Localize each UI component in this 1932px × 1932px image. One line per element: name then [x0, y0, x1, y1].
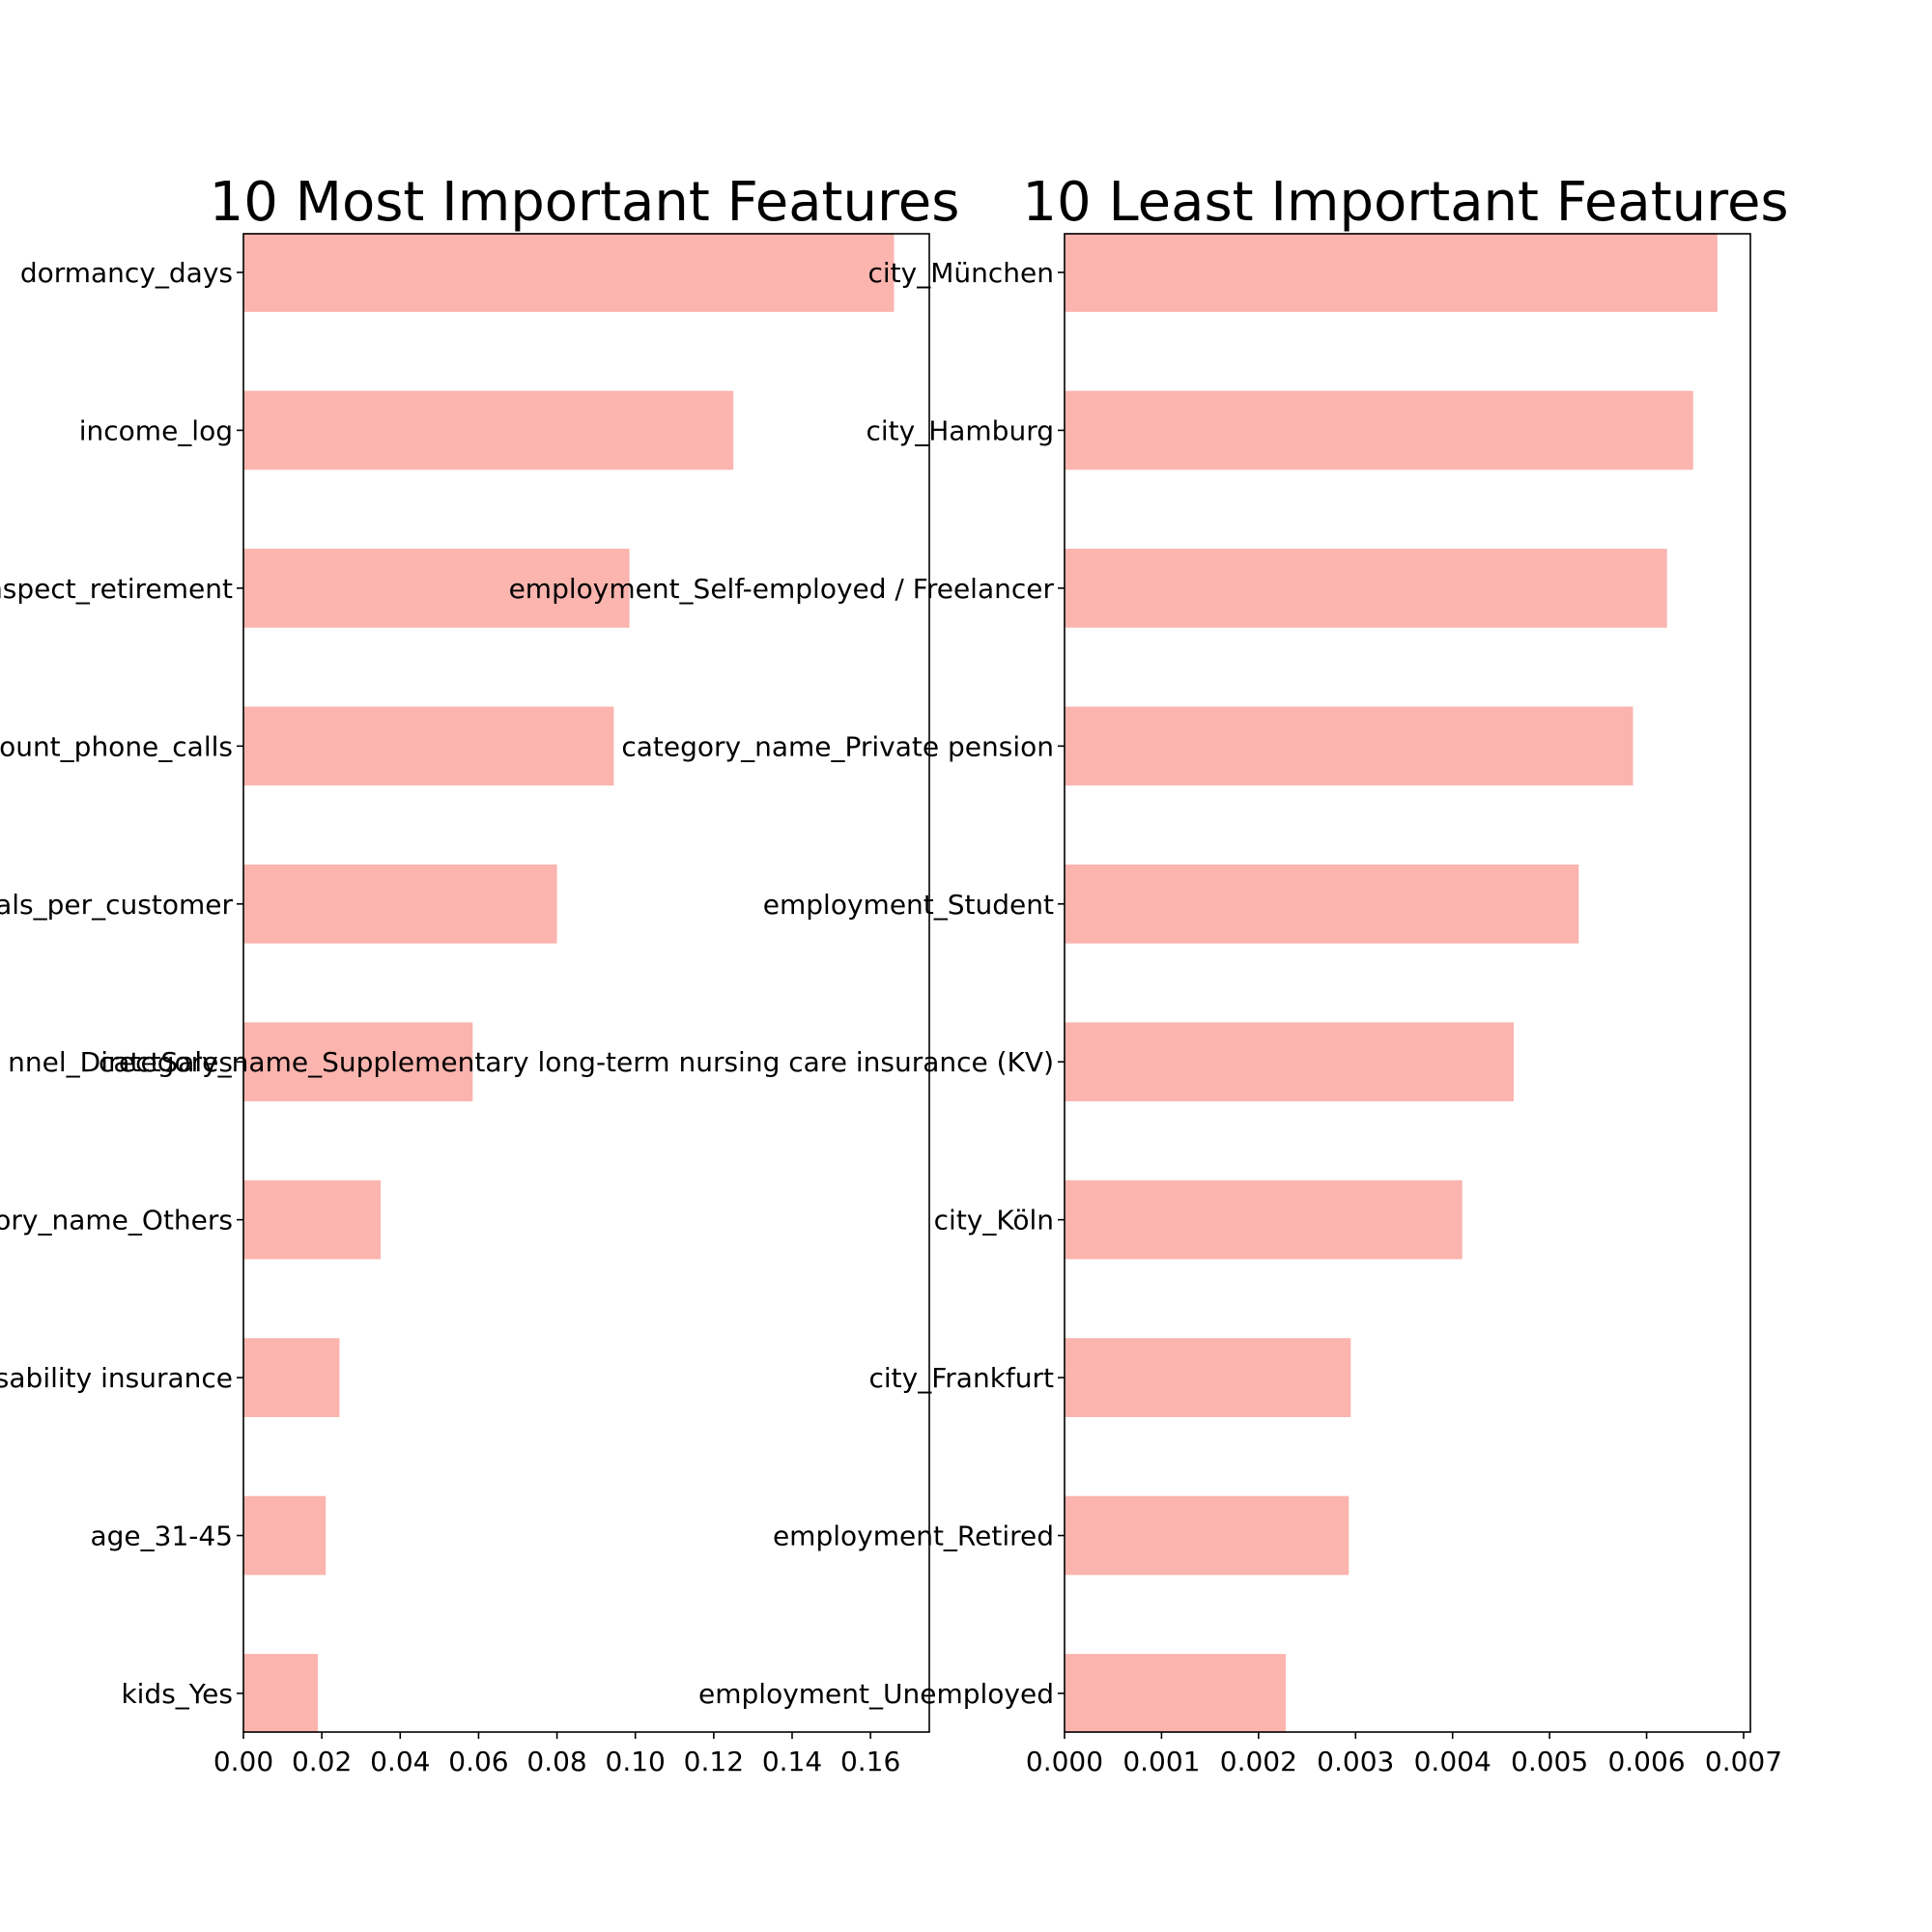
- most-important-bar: [243, 1179, 381, 1260]
- least-important-xtick-label: 0.000: [1026, 1746, 1103, 1777]
- least-important-category-label: category_name_Private pension: [621, 730, 1054, 762]
- most-important-xtick-label: 0.08: [526, 1746, 586, 1777]
- most-important-panel: 10 Most Important Features dormancy_days…: [0, 171, 959, 1777]
- most-important-bar: [243, 1654, 319, 1733]
- most-important-category-label: als_per_customer: [0, 889, 233, 921]
- least-important-category-label: employment_Self-employed / Freelancer: [509, 573, 1055, 605]
- most-important-axes-frame: [242, 233, 930, 1733]
- most-important-category-label: dormancy_days: [20, 257, 233, 289]
- most-important-category-label: ory_name_Others: [0, 1205, 233, 1236]
- least-important-axes-frame: [1064, 233, 1751, 1733]
- least-important-category-label: employment_Unemployed: [698, 1678, 1054, 1710]
- most-important-bar: [243, 233, 895, 312]
- least-important-category-label: employment_Retired: [773, 1520, 1054, 1552]
- least-important-category-label: employment_Student: [763, 889, 1054, 921]
- most-important-bar: [243, 549, 630, 628]
- least-important-bar: [1065, 390, 1693, 470]
- most-important-xtick-label: 0.14: [762, 1746, 822, 1777]
- most-important-bar: [243, 1338, 340, 1417]
- least-important-xtick-label: 0.005: [1511, 1746, 1588, 1777]
- least-important-xtick-label: 0.001: [1122, 1746, 1200, 1777]
- least-important-bar: [1065, 864, 1579, 944]
- most-important-bar: [243, 390, 734, 470]
- most-important-xtick-label: 0.04: [370, 1746, 430, 1777]
- least-important-xtick-label: 0.006: [1607, 1746, 1685, 1777]
- least-important-bar: [1065, 549, 1667, 628]
- least-important-bar: [1065, 1495, 1350, 1576]
- least-important-title: 10 Least Important Features: [1022, 171, 1788, 234]
- least-important-bar: [1065, 233, 1718, 312]
- least-important-bar: [1065, 1338, 1351, 1417]
- least-important-bar: [1065, 706, 1634, 786]
- most-important-xtick-label: 0.12: [684, 1746, 744, 1777]
- most-important-bar: [243, 1022, 473, 1102]
- least-important-xtick-label: 0.007: [1705, 1746, 1782, 1777]
- most-important-title: 10 Most Important Features: [210, 171, 960, 234]
- most-important-category-label: nspect_retirement: [0, 573, 233, 605]
- most-important-xtick-label: 0.16: [840, 1746, 900, 1777]
- least-important-bar: [1065, 1654, 1286, 1733]
- most-important-xtick-label: 0.00: [213, 1746, 273, 1777]
- most-important-xtick-label: 0.06: [448, 1746, 508, 1777]
- most-important-bar: [243, 1495, 327, 1576]
- most-important-category-label: kids_Yes: [121, 1678, 233, 1710]
- least-important-category-label: category_name_Supplementary long-term nu…: [99, 1046, 1054, 1078]
- least-important-category-label: city_Hamburg: [866, 414, 1054, 446]
- least-important-xtick-label: 0.003: [1317, 1746, 1394, 1777]
- least-important-category-label: city_Köln: [934, 1205, 1054, 1236]
- most-important-category-label: income_log: [79, 414, 233, 446]
- least-important-xtick-label: 0.004: [1414, 1746, 1492, 1777]
- least-important-category-label: city_Frankfurt: [868, 1362, 1054, 1394]
- most-important-bar: [243, 864, 557, 944]
- most-important-xtick-label: 0.10: [606, 1746, 666, 1777]
- least-important-category-label: city_München: [868, 257, 1055, 289]
- least-important-bar: [1065, 1179, 1463, 1260]
- least-important-panel: 10 Least Important Features city_München…: [99, 171, 1789, 1777]
- least-important-xtick-label: 0.002: [1220, 1746, 1297, 1777]
- most-important-category-label: nnel_DirectSales: [8, 1046, 233, 1078]
- most-important-bar: [243, 706, 614, 786]
- most-important-category-label: age_31-45: [90, 1520, 233, 1552]
- most-important-category-label: sability insurance: [0, 1362, 233, 1394]
- least-important-bar: [1065, 1022, 1514, 1102]
- most-important-category-label: ount_phone_calls: [0, 730, 233, 762]
- most-important-xtick-label: 0.02: [292, 1746, 352, 1777]
